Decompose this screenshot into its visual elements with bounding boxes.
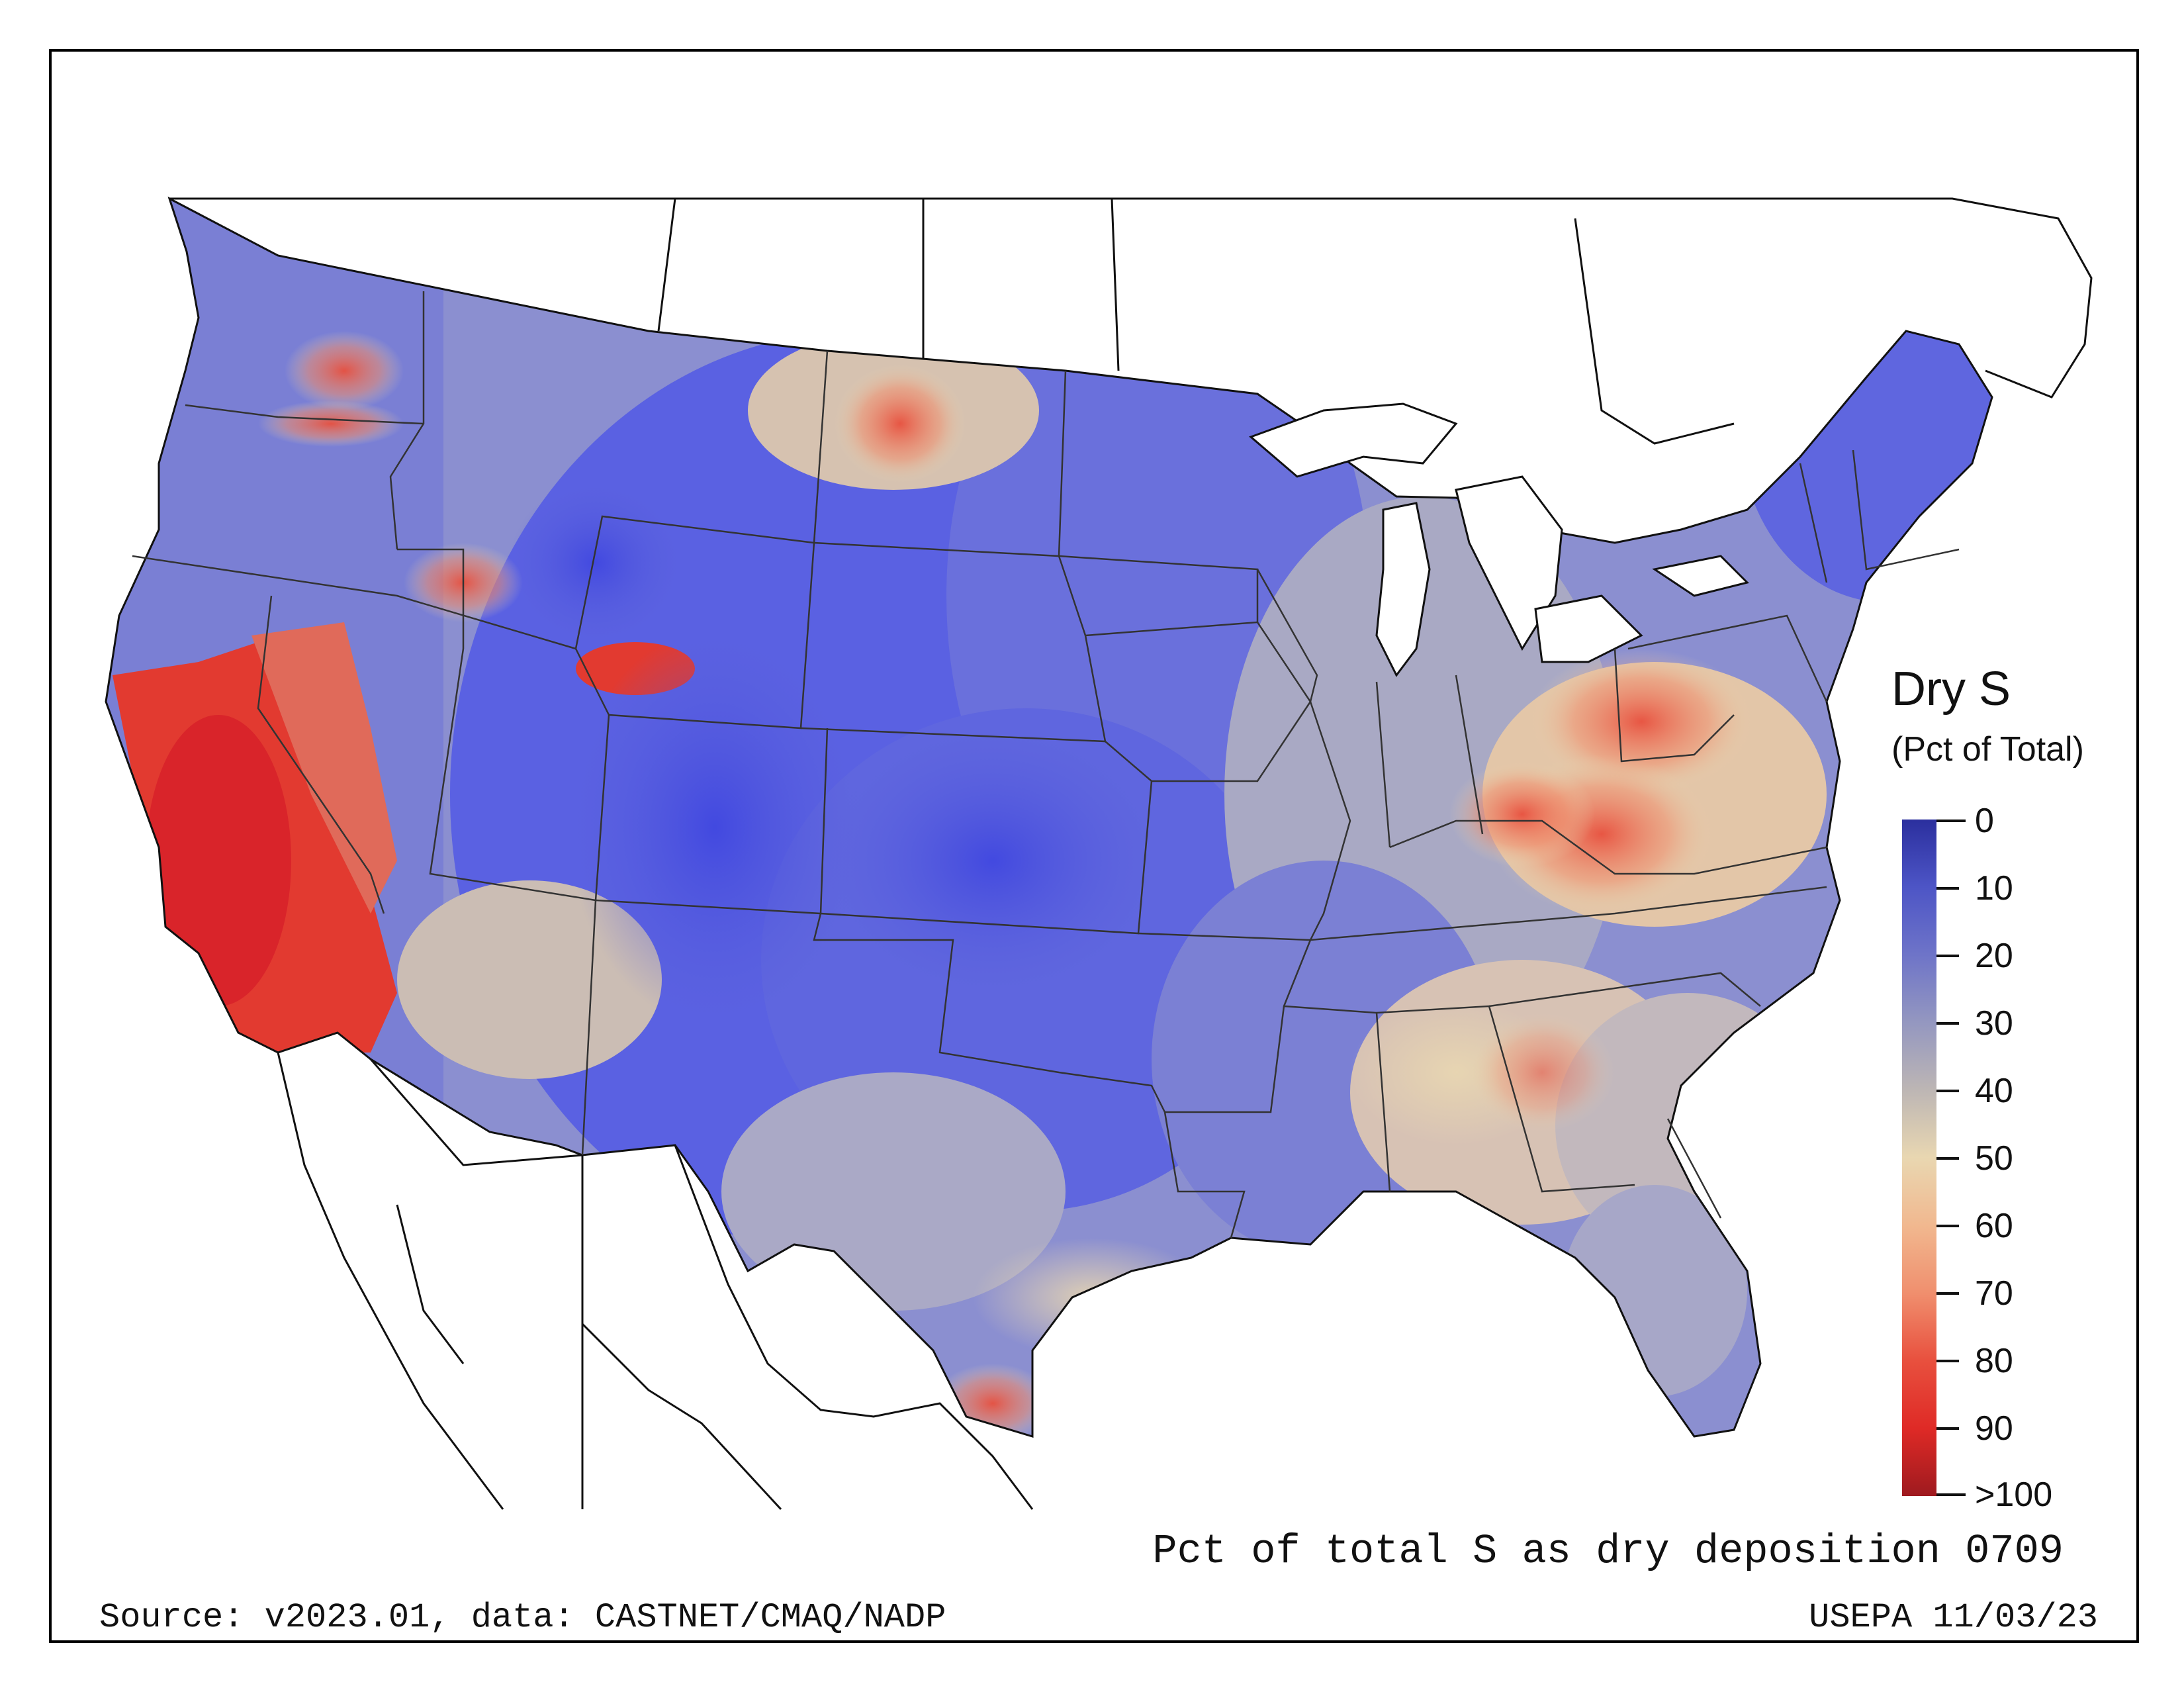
legend-tick-label: 50 [1975, 1139, 2013, 1178]
state-borders [132, 291, 1960, 1239]
legend-tick-label: 90 [1975, 1409, 2013, 1448]
legend-subtitle: (Pct of Total) [1891, 730, 2084, 769]
legend-ticks [1936, 820, 1966, 1496]
neighbor-country-outlines [169, 197, 2093, 1511]
us-outline [105, 196, 1993, 1438]
legend-tick-label: 30 [1975, 1004, 2013, 1043]
source-note: Source: v2023.01, data: CASTNET/CMAQ/NAD… [99, 1598, 946, 1637]
legend-tick-label: 80 [1975, 1342, 2013, 1380]
great-lakes [1249, 402, 1749, 677]
legend-tick-label: 70 [1975, 1274, 2013, 1313]
legend-tick-label: >100 [1975, 1476, 2053, 1514]
map-caption: Pct of total S as dry deposition 0709 [1152, 1528, 2064, 1575]
legend-tick-label: 40 [1975, 1072, 2013, 1110]
legend-tick-label: 20 [1975, 937, 2013, 975]
legend-colorbar [1902, 820, 1936, 1496]
legend-tick-label: 60 [1975, 1207, 2013, 1245]
legend-tick-label: 10 [1975, 869, 2013, 908]
legend-title: Dry S [1891, 663, 2011, 716]
date-stamp: USEPA 11/03/23 [1809, 1598, 2098, 1637]
legend-tick-label: 0 [1975, 802, 1994, 840]
